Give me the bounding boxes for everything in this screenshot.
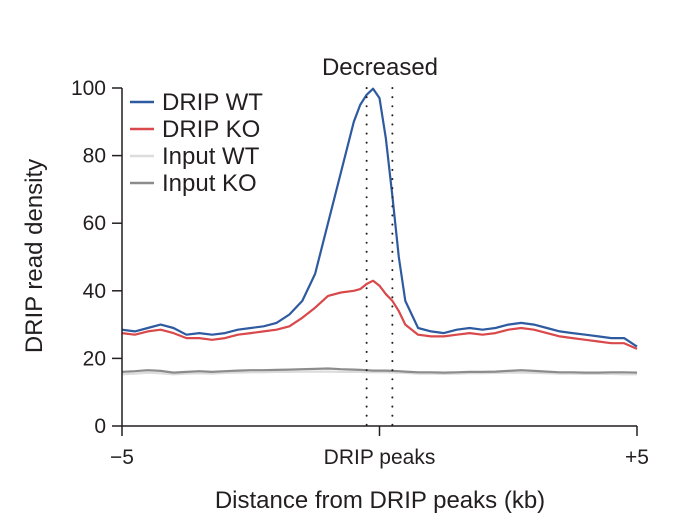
y-axis-title: DRIP read density [21,159,48,353]
series-lines [121,87,638,376]
y-tick-label: 60 [83,212,106,235]
y-tick-label: 40 [83,280,106,303]
x-tick-label: −5 [110,446,134,469]
y-tick-label: 20 [83,347,106,370]
y-tick-label: 80 [83,145,106,168]
tick-marks: 0 20 40 60 80 100 −5 DRIP peaks +5 [71,77,649,469]
series-line-drip-wt [121,87,638,348]
series-line-drip-ko [121,279,638,350]
legend-label: DRIP WT [162,89,263,116]
x-tick-label: DRIP peaks [324,446,436,469]
legend-label: Input WT [162,143,260,170]
y-tick-label: 100 [71,77,106,100]
legend-label: DRIP KO [162,116,260,143]
peak-region-markers [365,87,394,427]
x-tick-label: +5 [625,446,649,469]
x-axis-title: Distance from DRIP peaks (kb) [215,487,545,514]
series-line-input-ko [121,367,638,374]
y-tick-label: 0 [94,415,106,438]
annotation-decreased: Decreased [322,54,438,81]
legend-label: Input KO [162,170,257,197]
series-line-input-wt [121,370,637,376]
